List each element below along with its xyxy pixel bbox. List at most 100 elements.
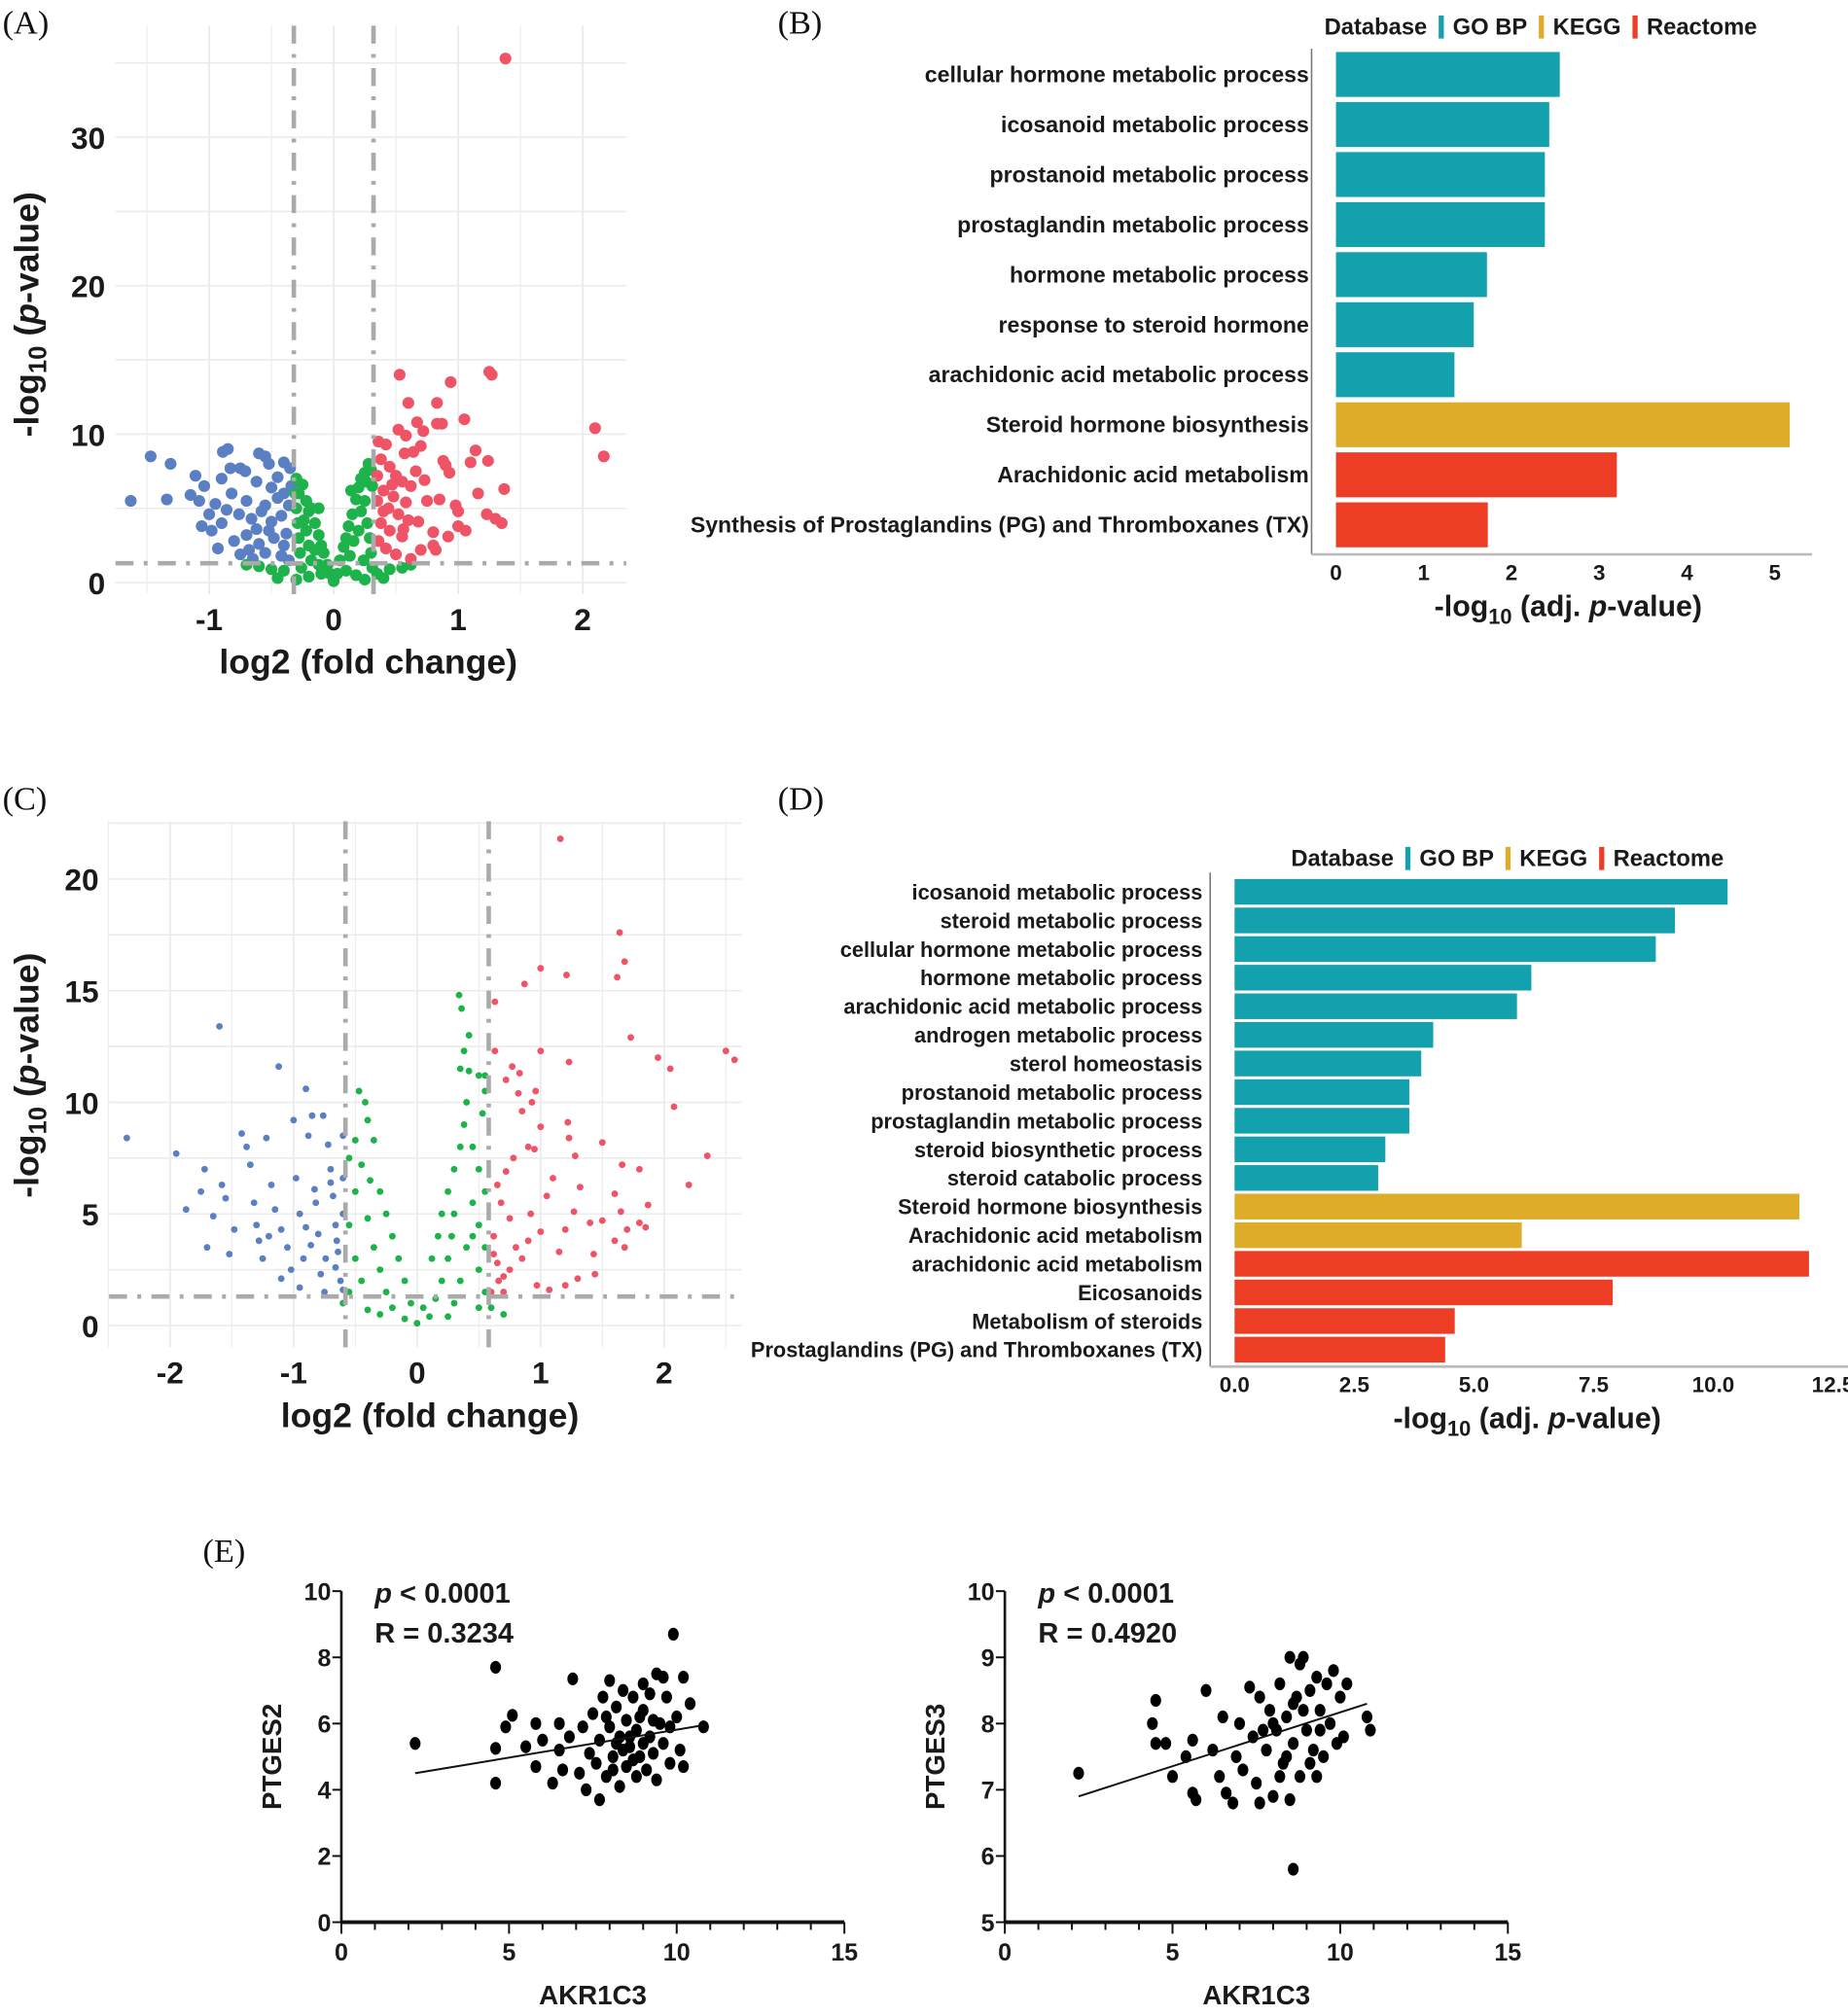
data-point <box>565 1134 573 1142</box>
data-point <box>347 535 360 548</box>
data-point <box>360 476 373 488</box>
data-point <box>447 1232 455 1240</box>
data-point <box>358 1161 366 1169</box>
data-point <box>250 476 263 488</box>
bar <box>1234 1336 1445 1363</box>
data-point <box>520 980 528 988</box>
data-point <box>277 1275 285 1283</box>
y-axis-title: PTGES2 <box>257 1704 287 1810</box>
data-point <box>524 1237 532 1245</box>
data-point <box>547 1776 558 1790</box>
bar-label: arachidonic acid metabolic process <box>929 362 1309 387</box>
data-point <box>570 1208 578 1216</box>
data-point <box>1191 1793 1202 1807</box>
data-point <box>499 53 512 65</box>
data-point <box>637 1677 649 1691</box>
bar-label: sterol homeostasis <box>1010 1052 1202 1077</box>
bar <box>1335 301 1475 347</box>
data-point <box>593 1733 605 1747</box>
data-point <box>429 544 443 556</box>
data-point <box>355 505 368 517</box>
data-point <box>302 1085 309 1093</box>
data-point <box>392 508 405 520</box>
data-point <box>160 493 173 506</box>
bar <box>1234 1021 1434 1048</box>
regression-line <box>1078 1702 1368 1798</box>
data-point <box>493 1259 501 1267</box>
bar-label: Metabolism of steroids <box>972 1309 1202 1333</box>
x-tick-label: -1 <box>280 1355 307 1390</box>
data-point <box>1187 1733 1198 1747</box>
data-point <box>307 1241 315 1249</box>
legend-title: Database <box>1291 846 1394 872</box>
bar <box>1234 936 1656 963</box>
y-tick-label: 6 <box>317 1712 331 1739</box>
data-point <box>220 504 233 516</box>
data-point <box>263 457 275 471</box>
data-point <box>1321 1677 1333 1691</box>
y-tick-label: 8 <box>981 1712 995 1739</box>
data-point <box>450 1299 458 1307</box>
data-point <box>553 1716 565 1730</box>
y-axis-title: PTGES3 <box>920 1704 950 1810</box>
data-point <box>495 516 508 530</box>
data-point <box>491 1047 499 1055</box>
data-point <box>491 998 499 1006</box>
data-point <box>666 1065 674 1073</box>
data-point <box>209 1213 217 1220</box>
bar-label: prostanoid metabolic process <box>990 161 1309 187</box>
data-point <box>364 1116 372 1124</box>
data-point <box>203 1244 211 1252</box>
data-point <box>500 1289 508 1296</box>
data-point <box>327 1165 335 1173</box>
bar <box>1335 52 1560 97</box>
data-point <box>417 425 430 438</box>
data-point <box>588 422 601 435</box>
data-point <box>644 1201 652 1209</box>
data-point <box>611 1190 619 1198</box>
data-point <box>164 457 177 471</box>
bar-label: hormone metabolic process <box>1010 262 1309 287</box>
data-point <box>1297 1704 1309 1717</box>
data-point <box>500 1311 508 1318</box>
bar <box>1234 878 1728 905</box>
r-value-annotation: R = 0.4920 <box>1038 1618 1177 1649</box>
x-tick-label: 0.0 <box>1220 1373 1250 1397</box>
data-point <box>218 1181 226 1188</box>
x-tick-label: 10 <box>1327 1939 1354 1966</box>
data-point <box>621 958 628 966</box>
data-point <box>1230 1750 1242 1763</box>
data-point <box>589 1251 597 1257</box>
data-point <box>314 1230 322 1238</box>
data-point <box>124 495 137 508</box>
data-point <box>1160 1737 1172 1750</box>
data-point <box>332 1263 339 1271</box>
bar <box>1335 402 1791 447</box>
legend-title: Database <box>1325 15 1428 41</box>
data-point <box>242 544 256 556</box>
data-point <box>226 1251 233 1257</box>
x-tick-label: 2 <box>574 602 591 637</box>
data-point <box>563 972 570 979</box>
data-point <box>364 1215 372 1222</box>
data-point <box>518 1255 526 1262</box>
data-point <box>469 444 482 457</box>
data-point <box>607 1750 619 1763</box>
data-point <box>597 450 610 463</box>
data-point <box>376 1266 384 1274</box>
data-point <box>1166 1770 1179 1784</box>
data-point <box>722 1047 729 1055</box>
bar <box>1335 502 1488 548</box>
data-point <box>361 516 373 530</box>
bar-label: prostanoid metabolic process <box>902 1080 1203 1105</box>
data-point <box>265 481 278 494</box>
data-point <box>405 479 417 492</box>
data-point <box>1288 1697 1299 1711</box>
data-point <box>581 1783 592 1796</box>
legend-label: GO BP <box>1419 846 1494 872</box>
bar <box>1335 452 1617 498</box>
bar <box>1335 252 1487 298</box>
data-point <box>308 544 321 556</box>
